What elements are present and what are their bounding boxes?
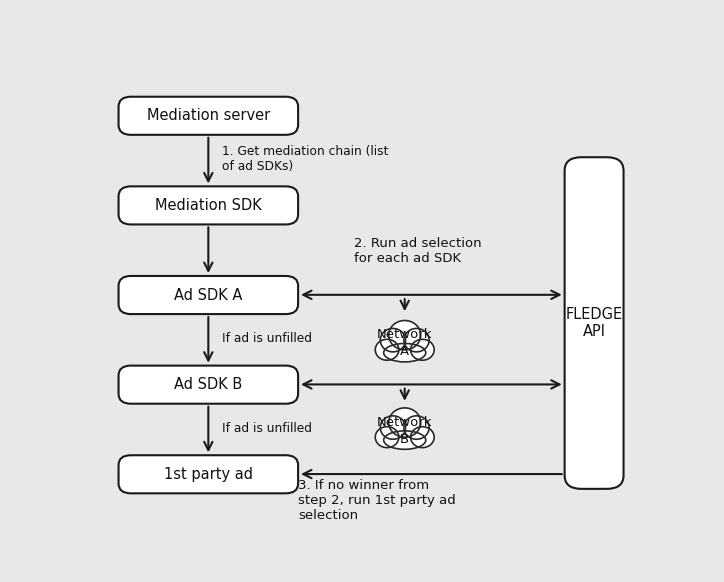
FancyBboxPatch shape [119,97,298,135]
FancyBboxPatch shape [119,276,298,314]
Text: Ad SDK A: Ad SDK A [174,288,243,303]
Ellipse shape [384,431,426,449]
FancyBboxPatch shape [119,365,298,404]
Ellipse shape [389,408,421,437]
Text: Network
B: Network B [377,416,432,446]
Ellipse shape [404,416,429,439]
Ellipse shape [375,339,399,360]
Text: Network
A: Network A [377,328,432,358]
Text: If ad is unfilled: If ad is unfilled [222,422,312,435]
Text: FLEDGE
API: FLEDGE API [565,307,623,339]
Ellipse shape [404,328,429,352]
Text: Mediation SDK: Mediation SDK [155,198,261,213]
FancyBboxPatch shape [119,455,298,494]
FancyBboxPatch shape [565,157,623,489]
Text: 3. If no winner from
step 2, run 1st party ad
selection: 3. If no winner from step 2, run 1st par… [298,480,456,523]
Text: 1. Get mediation chain (list
of ad SDKs): 1. Get mediation chain (list of ad SDKs) [222,146,389,173]
Text: 2. Run ad selection
for each ad SDK: 2. Run ad selection for each ad SDK [354,237,482,265]
Text: If ad is unfilled: If ad is unfilled [222,332,312,345]
Text: 1st party ad: 1st party ad [164,467,253,482]
Ellipse shape [375,427,399,448]
Text: Mediation server: Mediation server [147,108,270,123]
Ellipse shape [389,321,421,350]
Text: Ad SDK B: Ad SDK B [174,377,243,392]
Ellipse shape [380,416,405,439]
Ellipse shape [411,427,434,448]
Ellipse shape [384,343,426,362]
FancyBboxPatch shape [119,186,298,225]
Ellipse shape [411,339,434,360]
Ellipse shape [380,328,405,352]
